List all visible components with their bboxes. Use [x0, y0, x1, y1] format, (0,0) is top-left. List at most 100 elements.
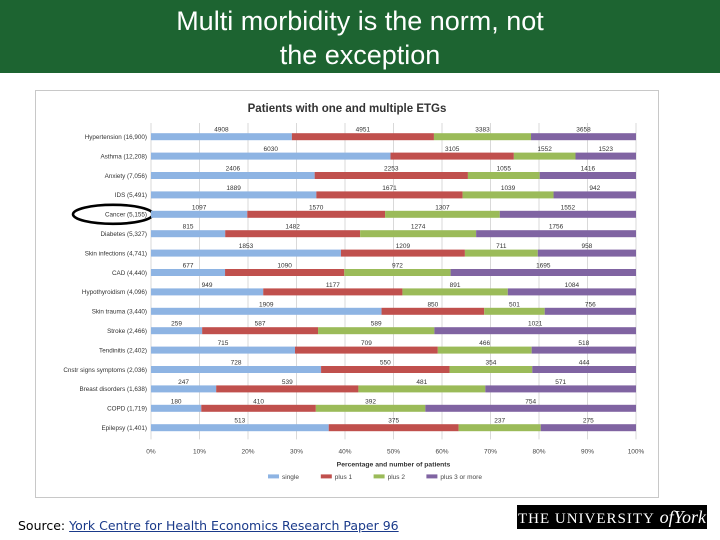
data-label: 709 — [361, 340, 372, 347]
bar-segment — [225, 230, 361, 238]
bar-segment — [358, 385, 486, 393]
data-label: 501 — [509, 301, 520, 308]
data-label: 1552 — [537, 146, 552, 153]
data-label: 444 — [579, 360, 590, 367]
category-label: COPD (1,719) — [107, 406, 147, 413]
data-label: 1416 — [581, 166, 596, 173]
bar-segment — [321, 366, 450, 373]
bar-segment — [531, 133, 636, 141]
x-tick-label: 20% — [241, 448, 254, 455]
data-label: 1482 — [285, 224, 300, 231]
data-label: 1177 — [326, 282, 340, 289]
category-label: Diabetes (5,327) — [100, 231, 147, 238]
bar-segment — [151, 191, 317, 199]
legend-label: single — [282, 474, 299, 481]
data-label: 1909 — [259, 301, 274, 308]
bar-segment — [390, 152, 514, 160]
data-label: 942 — [589, 185, 600, 192]
bar-segment — [540, 424, 636, 432]
bar-segment — [544, 307, 636, 315]
data-label: 728 — [231, 360, 242, 367]
category-label: CAD (4,440) — [112, 270, 147, 277]
category-label: Hypertension (16,900) — [85, 134, 147, 141]
data-label: 891 — [450, 282, 461, 289]
title-band — [0, 0, 720, 73]
bar-segment — [485, 385, 636, 393]
university-of-york-logo: THE UNIVERSITY ofYork — [517, 505, 707, 529]
data-label: 1695 — [536, 263, 551, 270]
bar-segment — [499, 210, 636, 218]
bar-segment — [151, 230, 226, 238]
bar-segment — [553, 191, 636, 199]
data-label: 756 — [585, 301, 596, 308]
bar-segment — [263, 288, 403, 296]
bar-segment — [385, 210, 500, 218]
data-label: 589 — [371, 321, 382, 328]
data-label: 247 — [178, 379, 189, 386]
data-label: 354 — [485, 360, 496, 367]
category-label: Tendinitis (2,402) — [99, 347, 147, 354]
x-tick-label: 40% — [338, 448, 351, 455]
bar-segment — [464, 249, 538, 257]
slide-title-line-1: Multi morbidity is the norm, not — [176, 6, 544, 36]
bar-segment — [449, 366, 533, 373]
data-label: 550 — [380, 360, 391, 367]
data-label: 711 — [496, 243, 507, 250]
bar-segment — [513, 152, 576, 160]
data-label: 1523 — [599, 146, 614, 153]
bar-segment — [151, 172, 315, 179]
category-label: Anxiety (7,056) — [105, 173, 147, 180]
data-label: 949 — [202, 282, 213, 289]
data-label: 850 — [427, 301, 438, 308]
bar-segment — [344, 269, 451, 276]
bar-segment — [425, 404, 636, 412]
source-link[interactable]: York Centre for Health Economics Researc… — [69, 518, 399, 533]
x-tick-label: 80% — [532, 448, 545, 455]
bar-segment — [484, 307, 545, 315]
bar-segment — [216, 385, 359, 393]
x-tick-label: 30% — [290, 448, 303, 455]
bar-segment — [291, 133, 434, 141]
bar-segment — [151, 249, 341, 257]
data-label: 410 — [253, 398, 264, 405]
bar-segment — [151, 366, 322, 373]
data-label: 6030 — [264, 146, 279, 153]
data-label: 3658 — [576, 127, 591, 134]
legend-label: plus 2 — [388, 474, 406, 481]
data-label: 1307 — [435, 204, 450, 211]
bar-segment — [151, 288, 264, 296]
data-label: 237 — [494, 418, 505, 425]
slide-title: Multi morbidity is the norm, not the exc… — [0, 4, 720, 72]
bar-segment — [507, 288, 636, 296]
data-label: 815 — [183, 224, 194, 231]
data-label: 1090 — [277, 263, 292, 270]
bar-segment — [151, 346, 296, 354]
logo-text-main: THE UNIVERSITY — [517, 511, 655, 527]
bar-segment — [315, 404, 426, 412]
bar-segment — [450, 269, 636, 276]
data-label: 4908 — [214, 127, 229, 134]
logo-text-of: of — [659, 507, 674, 527]
bar-segment — [340, 249, 465, 257]
bar-segment — [539, 172, 636, 179]
bar-segment — [402, 288, 508, 296]
x-axis-label: Percentage and number of patients — [337, 461, 451, 468]
category-label: Cancer (5,155) — [105, 212, 147, 219]
x-tick-label: 10% — [193, 448, 206, 455]
data-label: 1039 — [501, 185, 516, 192]
data-label: 518 — [578, 340, 589, 347]
data-label: 587 — [255, 321, 266, 328]
x-tick-label: 70% — [484, 448, 497, 455]
data-label: 513 — [234, 418, 245, 425]
data-label: 539 — [282, 379, 293, 386]
bar-segment — [462, 191, 554, 199]
source-prefix: Source: — [18, 518, 70, 533]
bar-segment — [151, 133, 292, 141]
bar-segment — [381, 307, 485, 315]
category-label: Skin infections (4,741) — [85, 250, 147, 257]
bar-segment — [433, 133, 532, 141]
data-label: 4951 — [356, 127, 371, 134]
bar-segment — [328, 424, 459, 432]
data-label: 1570 — [309, 204, 324, 211]
bar-segment — [437, 346, 532, 354]
